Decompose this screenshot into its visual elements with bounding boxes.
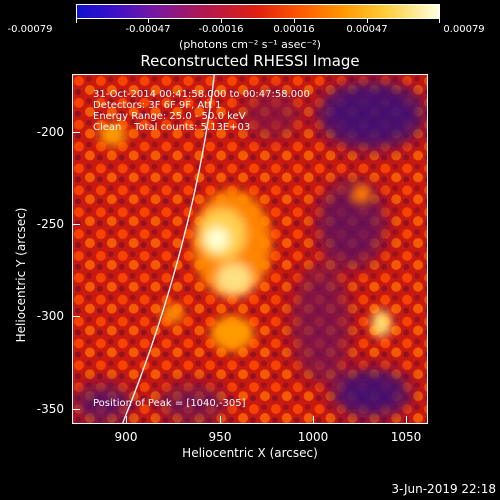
colorbar-tick-label: -0.00079: [7, 24, 53, 35]
colorbar-tick-label: -0.00016: [198, 24, 244, 35]
colorbar-tickmark: [367, 19, 368, 23]
image-title: Reconstructed RHESSI Image: [140, 52, 360, 70]
y-tick-label: -300: [36, 309, 64, 323]
info-peak-position: Position of Peak = [1040,-305]: [93, 398, 246, 409]
colorbar: [76, 4, 440, 19]
y-tick-label: -200: [36, 125, 64, 139]
y-tickmark: [72, 224, 80, 225]
x-tick-label: 950: [208, 430, 232, 444]
colorbar-tick-label: 0.00047: [346, 24, 388, 35]
y-tickmark: [72, 409, 80, 410]
y-tickmark: [72, 316, 80, 317]
x-tick-label: 900: [114, 430, 138, 444]
x-tickmark: [126, 416, 127, 424]
emission-sources: [98, 122, 392, 352]
background-structure: [73, 79, 427, 423]
y-tickmark: [72, 132, 80, 133]
colorbar-tickmark: [439, 19, 440, 23]
reconstructed-image: [73, 75, 427, 423]
colorbar-tick-label: 0.00016: [273, 24, 315, 35]
x-tickmark: [313, 416, 314, 424]
info-detectors: Detectors: 3F 6F 9F, Att 1: [93, 100, 222, 111]
rhessi-image-panel: 31-Oct-2014 00:41:58.000 to 00:47:58.000…: [72, 74, 428, 424]
solar-limb: [122, 75, 215, 423]
render-date: 3-Jun-2019 22:18: [391, 482, 496, 496]
info-energy-range: Energy Range: 25.0 - 50.0 keV: [93, 111, 246, 122]
x-tick-label: 1000: [297, 430, 329, 444]
info-clean-counts: Clean Total counts: 5.13E+03: [93, 122, 251, 133]
colorbar-unit: (photons cm⁻² s⁻¹ asec⁻²): [179, 38, 321, 51]
colorbar-tickmark: [76, 19, 77, 23]
colorbar-tickmark: [148, 19, 149, 23]
colorbar-tickmark: [294, 19, 295, 23]
x-tick-label: 1050: [390, 430, 422, 444]
y-axis-label: Heliocentric Y (arcsec): [14, 207, 28, 343]
x-tickmark: [406, 416, 407, 424]
colorbar-tickmark: [221, 19, 222, 23]
x-tickmark: [220, 416, 221, 424]
y-tick-label: -350: [36, 402, 64, 416]
colorbar-tick-label: 0.00079: [443, 24, 485, 35]
info-time-range: 31-Oct-2014 00:41:58.000 to 00:47:58.000: [93, 89, 310, 100]
y-tick-label: -250: [36, 217, 64, 231]
x-axis-label: Heliocentric X (arcsec): [182, 446, 318, 460]
colorbar-tick-label: -0.00047: [125, 24, 171, 35]
